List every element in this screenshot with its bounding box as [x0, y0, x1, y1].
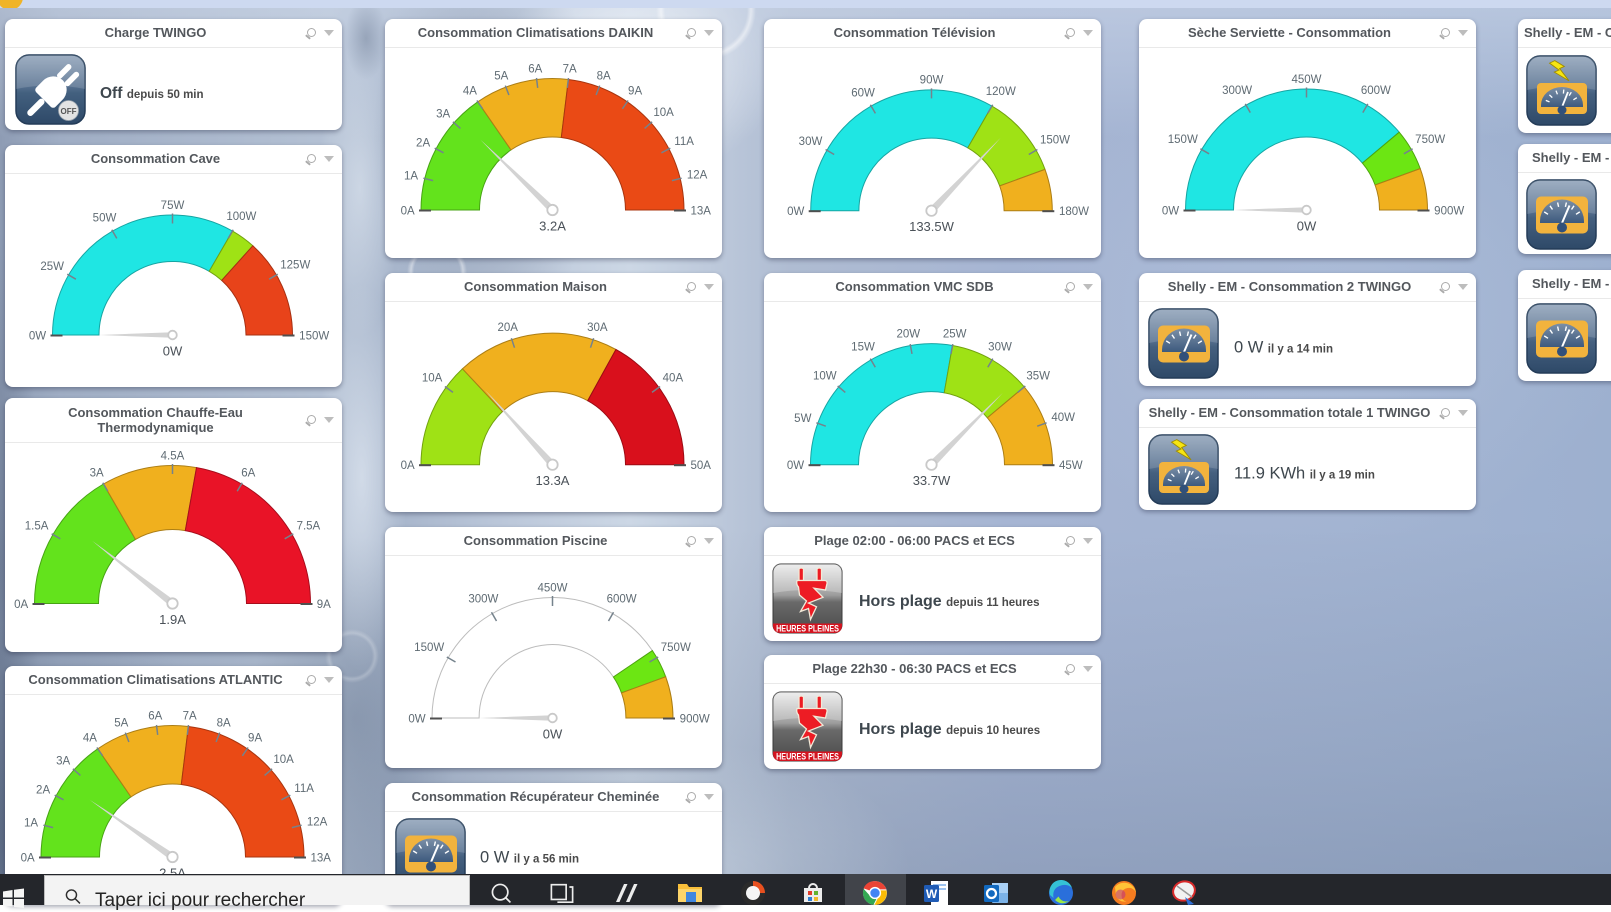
svg-text:9A: 9A	[628, 86, 642, 98]
svg-text:10A: 10A	[422, 373, 443, 385]
svg-text:0W: 0W	[1297, 219, 1317, 234]
svg-text:11A: 11A	[294, 783, 314, 795]
svg-text:5W: 5W	[794, 413, 811, 425]
svg-text:40W: 40W	[1051, 412, 1075, 424]
svg-text:450W: 450W	[1291, 74, 1321, 86]
svg-text:1.5A: 1.5A	[25, 520, 49, 532]
svg-text:150W: 150W	[299, 330, 329, 342]
svg-text:0A: 0A	[401, 205, 415, 217]
svg-text:60W: 60W	[851, 88, 875, 100]
svg-text:600W: 600W	[1361, 85, 1391, 97]
svg-text:300W: 300W	[1222, 85, 1252, 97]
svg-text:30W: 30W	[799, 136, 823, 148]
svg-text:3A: 3A	[56, 756, 70, 768]
svg-text:180W: 180W	[1059, 206, 1089, 218]
svg-text:3A: 3A	[90, 468, 104, 480]
svg-text:20W: 20W	[896, 329, 920, 341]
svg-text:HEURES PLEINES: HEURES PLEINES	[776, 752, 839, 762]
svg-text:1A: 1A	[404, 170, 418, 182]
svg-text:300W: 300W	[468, 594, 498, 606]
svg-text:9A: 9A	[317, 599, 331, 611]
svg-text:900W: 900W	[680, 713, 710, 725]
svg-text:50A: 50A	[690, 460, 711, 472]
svg-text:0W: 0W	[29, 330, 46, 342]
svg-text:90W: 90W	[920, 75, 944, 87]
svg-text:133.5W: 133.5W	[909, 219, 955, 234]
svg-text:OFF: OFF	[61, 107, 77, 116]
svg-text:10A: 10A	[653, 107, 674, 119]
svg-text:25W: 25W	[40, 261, 64, 273]
svg-text:5A: 5A	[494, 70, 508, 82]
svg-text:1.9A: 1.9A	[159, 612, 186, 627]
svg-text:40A: 40A	[663, 373, 684, 385]
svg-text:0W: 0W	[787, 460, 804, 472]
svg-text:10W: 10W	[813, 370, 837, 382]
svg-text:0A: 0A	[14, 599, 28, 611]
svg-text:11A: 11A	[674, 136, 694, 148]
svg-text:450W: 450W	[537, 582, 567, 594]
svg-text:0W: 0W	[543, 727, 563, 742]
svg-text:3A: 3A	[436, 109, 450, 121]
svg-text:12A: 12A	[687, 170, 708, 182]
svg-text:7.5A: 7.5A	[297, 520, 321, 532]
svg-text:4A: 4A	[83, 733, 97, 745]
svg-text:2A: 2A	[36, 784, 50, 796]
svg-text:45W: 45W	[1059, 460, 1083, 472]
svg-text:9A: 9A	[248, 733, 262, 745]
svg-text:0A: 0A	[21, 852, 35, 864]
svg-text:600W: 600W	[607, 594, 637, 606]
svg-text:W: W	[926, 887, 938, 901]
svg-text:120W: 120W	[986, 86, 1016, 98]
svg-text:10A: 10A	[273, 754, 294, 766]
svg-text:7A: 7A	[563, 64, 577, 76]
svg-text:6A: 6A	[148, 711, 162, 723]
svg-text:15W: 15W	[851, 341, 875, 353]
svg-text:2A: 2A	[416, 137, 430, 149]
svg-text:HEURES PLEINES: HEURES PLEINES	[776, 624, 839, 634]
svg-text:0W: 0W	[1162, 205, 1179, 217]
svg-text:125W: 125W	[280, 259, 310, 271]
svg-text:8A: 8A	[217, 717, 231, 729]
svg-text:35W: 35W	[1026, 370, 1050, 382]
svg-text:13A: 13A	[690, 205, 711, 217]
svg-text:0A: 0A	[401, 460, 415, 472]
svg-text:150W: 150W	[1040, 135, 1070, 147]
svg-text:750W: 750W	[1415, 134, 1445, 146]
svg-text:25W: 25W	[943, 329, 967, 341]
svg-text:50W: 50W	[93, 213, 117, 225]
svg-text:12A: 12A	[307, 817, 328, 829]
svg-text:100W: 100W	[226, 211, 256, 223]
svg-text:150W: 150W	[1168, 134, 1198, 146]
svg-text:0W: 0W	[163, 344, 183, 359]
svg-text:0W: 0W	[408, 713, 425, 725]
svg-text:4.5A: 4.5A	[161, 450, 185, 462]
svg-text:8A: 8A	[597, 70, 611, 82]
svg-text:6A: 6A	[528, 64, 542, 76]
svg-text:30A: 30A	[587, 322, 608, 334]
svg-text:13A: 13A	[310, 852, 331, 864]
svg-text:1A: 1A	[24, 817, 38, 829]
svg-text:4A: 4A	[463, 86, 477, 98]
svg-text:0W: 0W	[787, 206, 804, 218]
svg-text:20A: 20A	[497, 322, 518, 334]
svg-text:6A: 6A	[241, 468, 255, 480]
svg-text:750W: 750W	[661, 642, 691, 654]
svg-text:30W: 30W	[988, 341, 1012, 353]
svg-text:5A: 5A	[114, 717, 128, 729]
svg-text:13.3A: 13.3A	[536, 473, 570, 488]
svg-text:150W: 150W	[414, 642, 444, 654]
svg-text:7A: 7A	[183, 711, 197, 723]
svg-text:75W: 75W	[161, 200, 185, 212]
svg-text:3.2A: 3.2A	[539, 219, 566, 234]
svg-text:900W: 900W	[1434, 205, 1464, 217]
svg-text:33.7W: 33.7W	[913, 473, 951, 488]
